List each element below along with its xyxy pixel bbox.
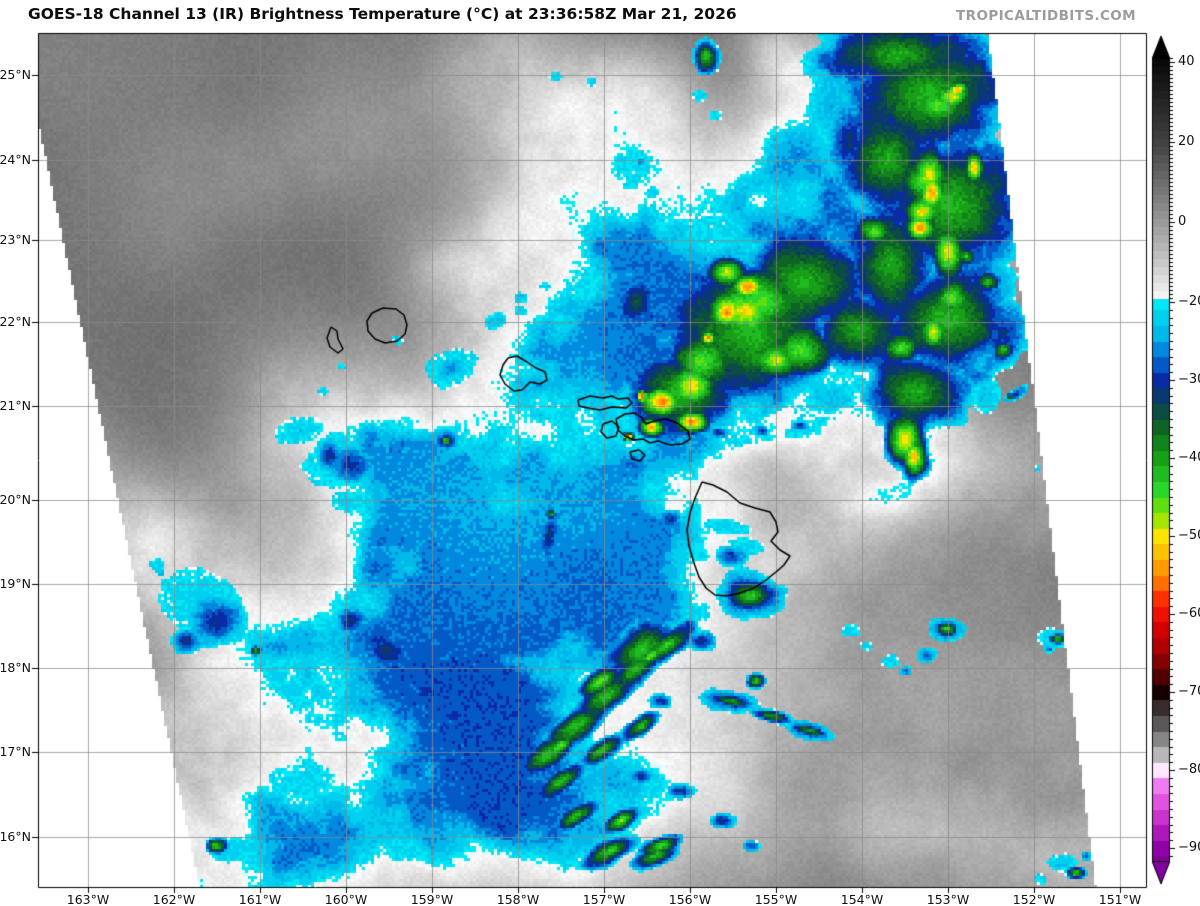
colorbar-tick-label: −20 — [1178, 294, 1200, 309]
y-axis-tick-label: 24°N — [0, 152, 31, 167]
y-axis-tick-label: 22°N — [0, 314, 31, 329]
colorbar-tick-label: −30 — [1178, 372, 1200, 387]
y-axis-tick-label: 18°N — [0, 660, 31, 675]
x-axis-tick-label: 155°W — [754, 892, 798, 906]
x-axis-tick-label: 162°W — [152, 892, 196, 906]
x-axis-tick-label: 158°W — [496, 892, 540, 906]
y-axis-tick-label: 17°N — [0, 744, 31, 759]
x-axis-tick-label: 163°W — [66, 892, 110, 906]
x-axis-tick-label: 154°W — [840, 892, 884, 906]
x-axis-tick-label: 160°W — [324, 892, 368, 906]
colorbar-tick-label: −80 — [1178, 762, 1200, 777]
colorbar-tick-label: −60 — [1178, 606, 1200, 621]
y-axis-tick-label: 20°N — [0, 492, 31, 507]
colorbar-tick-label: −90 — [1178, 840, 1200, 855]
y-axis-tick-label: 19°N — [0, 576, 31, 591]
x-axis-tick-label: 153°W — [926, 892, 970, 906]
x-axis-tick-label: 161°W — [238, 892, 282, 906]
colorbar-tick-label: 40 — [1178, 54, 1195, 69]
x-axis-tick-label: 157°W — [582, 892, 626, 906]
x-axis-tick-label: 159°W — [410, 892, 454, 906]
y-axis-tick-label: 21°N — [0, 398, 31, 413]
figure-title: GOES-18 Channel 13 (IR) Brightness Tempe… — [28, 5, 737, 23]
colorbar-tick-label: 20 — [1178, 134, 1195, 149]
colorbar-tick-label: −50 — [1178, 528, 1200, 543]
x-axis-tick-label: 156°W — [668, 892, 712, 906]
site-watermark: TROPICALTIDBITS.COM — [956, 8, 1136, 24]
x-axis-tick-label: 152°W — [1012, 892, 1056, 906]
y-axis-tick-label: 23°N — [0, 232, 31, 247]
colorbar-tick-label: −70 — [1178, 684, 1200, 699]
x-axis-tick-label: 151°W — [1098, 892, 1142, 906]
y-axis-tick-label: 16°N — [0, 829, 31, 844]
colorbar-tick-label: 0 — [1178, 214, 1187, 229]
colorbar-tick-label: −40 — [1178, 450, 1200, 465]
y-axis-tick-label: 25°N — [0, 67, 31, 82]
